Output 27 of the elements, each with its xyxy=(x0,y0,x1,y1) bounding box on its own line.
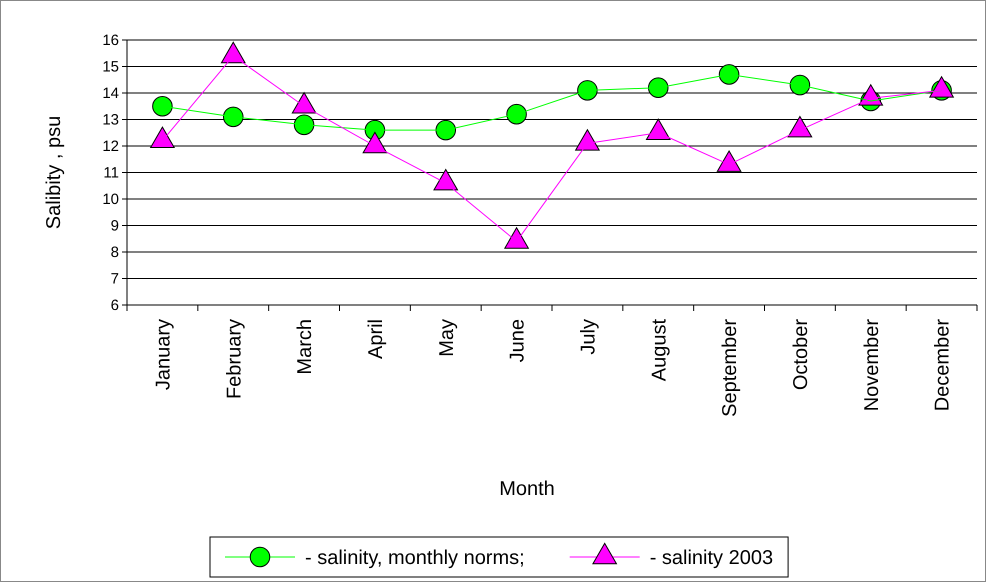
y-tick-label: 14 xyxy=(102,84,119,102)
y-tick-label: 15 xyxy=(102,58,119,76)
y-axis-title: Salibity , psu xyxy=(43,116,65,230)
x-tick-label: March xyxy=(294,319,316,375)
x-tick-label: April xyxy=(364,319,387,360)
x-tick-label: June xyxy=(506,319,529,362)
y-tick-label: 10 xyxy=(102,190,119,208)
y-tick-label: 11 xyxy=(103,164,119,182)
y-tick-label: 8 xyxy=(110,244,119,261)
x-axis-title: Month xyxy=(499,478,555,500)
x-tick-label: January xyxy=(152,319,174,390)
y-tick-label: 16 xyxy=(102,32,119,49)
y-tick-label: 13 xyxy=(102,111,119,128)
y-tick-label: 7 xyxy=(110,270,119,288)
x-tick-label: September xyxy=(719,318,742,417)
y-tick-label: 12 xyxy=(102,138,119,155)
y-tick-label: 9 xyxy=(110,217,119,234)
x-tick-label: February xyxy=(223,319,246,400)
x-tick-label: July xyxy=(577,319,600,355)
y-tick-label: 6 xyxy=(110,296,119,314)
legend-label: - salinity, monthly norms; xyxy=(305,547,525,569)
x-tick-label: November xyxy=(860,318,883,412)
x-tick-label: October xyxy=(790,318,812,390)
legend-label: - salinity 2003 xyxy=(650,547,774,569)
x-tick-label: August xyxy=(648,318,670,382)
x-tick-label: May xyxy=(436,319,458,357)
x-tick-label: December xyxy=(932,318,954,412)
